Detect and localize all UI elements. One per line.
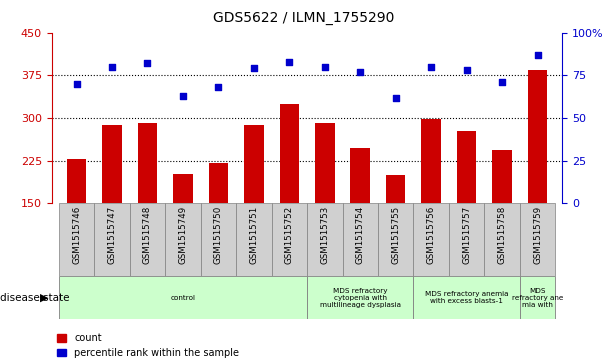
Bar (130, 203, 165, 276)
Bar (94, 203, 130, 276)
Point (533, 52, 542, 58)
Bar (59, 203, 94, 276)
Text: GSM1515759: GSM1515759 (533, 205, 542, 264)
Bar (528, 70, 547, 203)
Point (426, 64, 436, 70)
Text: GSM1515754: GSM1515754 (356, 205, 365, 264)
Bar (59, 276, 307, 319)
Point (72, 81, 81, 87)
Point (285, 59, 294, 65)
Bar (201, 203, 236, 276)
Bar (67, 159, 86, 203)
Point (391, 95, 401, 101)
Bar (421, 119, 441, 203)
Bar (449, 203, 485, 276)
Text: GSM1515755: GSM1515755 (391, 205, 400, 264)
Point (142, 61, 152, 66)
Bar (137, 123, 157, 203)
Point (107, 64, 117, 70)
Bar (350, 148, 370, 203)
Text: GSM1515757: GSM1515757 (462, 205, 471, 264)
Text: GSM1515749: GSM1515749 (178, 205, 187, 264)
Text: ▶: ▶ (40, 293, 49, 303)
Text: GSM1515752: GSM1515752 (285, 205, 294, 264)
Bar (342, 203, 378, 276)
Text: MDS refractory anemia
with excess blasts-1: MDS refractory anemia with excess blasts… (425, 291, 508, 304)
Text: MDS
refractory ane
mia with: MDS refractory ane mia with (512, 287, 563, 308)
Bar (173, 174, 193, 203)
Point (461, 67, 471, 73)
Text: GSM1515756: GSM1515756 (427, 205, 436, 264)
Point (213, 84, 223, 90)
Bar (492, 150, 512, 203)
Point (355, 69, 365, 75)
Bar (485, 203, 520, 276)
Point (320, 64, 330, 70)
Text: GSM1515758: GSM1515758 (497, 205, 506, 264)
Text: control: control (170, 295, 195, 301)
Bar (244, 125, 264, 203)
Bar (520, 276, 555, 319)
Text: disease state: disease state (0, 293, 69, 303)
Bar (236, 203, 272, 276)
Bar (307, 276, 413, 319)
Point (497, 79, 507, 85)
Bar (272, 203, 307, 276)
Bar (386, 175, 406, 203)
Bar (413, 203, 449, 276)
Point (249, 66, 258, 72)
Text: GSM1515751: GSM1515751 (249, 205, 258, 264)
Text: GSM1515748: GSM1515748 (143, 205, 152, 264)
Text: GSM1515746: GSM1515746 (72, 205, 81, 264)
Bar (413, 276, 520, 319)
Text: GDS5622 / ILMN_1755290: GDS5622 / ILMN_1755290 (213, 11, 395, 25)
Bar (165, 203, 201, 276)
Bar (378, 203, 413, 276)
Bar (280, 104, 299, 203)
Bar (102, 125, 122, 203)
Point (178, 93, 188, 99)
Bar (457, 131, 477, 203)
Bar (209, 163, 228, 203)
Bar (315, 123, 334, 203)
Text: GSM1515750: GSM1515750 (214, 205, 223, 264)
Text: MDS refractory
cytopenia with
multilineage dysplasia: MDS refractory cytopenia with multilinea… (320, 287, 401, 308)
Text: GSM1515747: GSM1515747 (108, 205, 117, 264)
Legend: count, percentile rank within the sample: count, percentile rank within the sample (57, 333, 239, 358)
Bar (520, 203, 555, 276)
Text: GSM1515753: GSM1515753 (320, 205, 330, 264)
Bar (307, 203, 342, 276)
